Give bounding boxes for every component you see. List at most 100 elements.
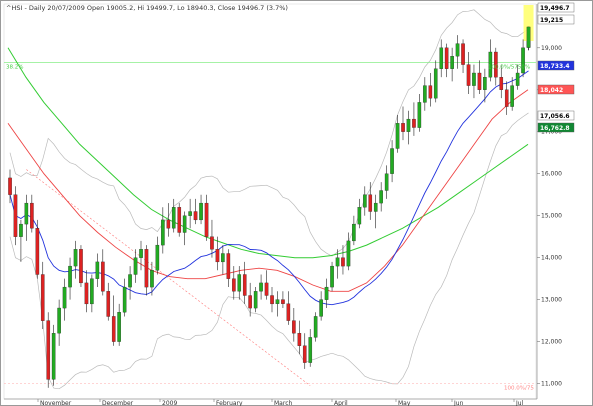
candle-body [150,270,154,288]
price-tag-box [537,122,575,133]
candle-body [171,207,176,229]
candle-body [439,47,444,69]
candle-body [488,51,493,78]
candle-body [221,253,225,263]
candle-body [226,253,231,279]
y-tick-label: 19,000 [541,45,562,52]
fib-label: 100.0%/75 [504,386,534,392]
candle-body [477,72,482,90]
candle-body [117,312,121,342]
candle-body [450,56,454,69]
price-tag-box [537,110,575,121]
candle-body [423,85,427,103]
down-trend-line [26,169,311,386]
candle-body [144,249,149,288]
candle-body [177,207,182,233]
candle-body [30,202,34,229]
candle-body [210,236,214,250]
candle-body [515,72,520,86]
candle-body [232,278,236,292]
candle-body [204,202,209,237]
candle-body [242,274,247,296]
candle-body [161,219,165,246]
candle-body [346,240,351,267]
candle-body [193,211,198,221]
candle-body [155,244,160,271]
chart-header: ^HSI - Daily 20/07/2009 Open 19005.2, Hi… [6,4,288,12]
candle-body [483,77,487,90]
candle-body [57,307,61,334]
x-tick-label: Jun [453,400,464,406]
candle-body [526,26,531,48]
candle-body [40,274,45,321]
candle-body [270,295,274,305]
candle-body [308,337,313,363]
candle-body [199,202,203,221]
price-tags: 19,496.7 19,215 18,733.4 18,042 17,056.6 16,7… [537,2,575,133]
x-axis: November December 2009 February March April Ma… [4,398,537,406]
candle-body [330,265,334,288]
candle-body [133,257,138,275]
y-tick-label: 17,000 [541,129,562,136]
candle-body [73,249,78,267]
candle-body [166,219,171,229]
y-tick-label: 13,000 [541,297,562,304]
candle-body [62,286,67,309]
price-tag-label: 18,733.4 [540,63,570,70]
candle-body [401,123,405,132]
candle-body [281,299,285,304]
candle-body [499,77,504,90]
candle-body [111,316,116,342]
candle-body [335,257,340,267]
candle-body [395,123,400,149]
candles [8,5,534,388]
candle-body [363,194,367,208]
candle-body [417,102,422,128]
upper-band-line [9,9,529,257]
candle-body [521,47,525,74]
candle-body [433,68,438,99]
candle-body [264,282,269,296]
price-tag-box [537,84,575,95]
candle-body [292,320,296,334]
candle-body [428,85,433,99]
candle-body [253,291,258,309]
candle-body [182,215,187,233]
y-tick-label: 12,000 [541,339,562,346]
annotations: 38.2% 100.0%/5750% 100.0%/75 [6,64,534,391]
candle-body [406,118,411,132]
x-tick-label: Jul [515,400,524,406]
x-tick-label: February [216,400,243,406]
candle-body [341,257,345,267]
candle-body [444,47,449,69]
candle-body [248,295,252,309]
candle-body [139,249,143,258]
y-axis: 19,00018,00017,00016,00015,00014,00013,0… [536,4,562,399]
candle-body [466,64,471,86]
candle-body [128,274,132,288]
candle-body [275,299,280,304]
candle-body [79,249,83,284]
candle-body [286,303,291,321]
price-tag-label: 19,215 [540,17,563,24]
candle-body [106,291,111,317]
y-tick-label: 14,000 [541,255,562,262]
x-tick-label: 2009 [162,400,177,406]
candle-body [455,43,460,57]
candle-body [373,202,378,212]
candle-body [313,316,318,338]
price-tag-label: 18,042 [540,87,563,94]
x-tick-label: May [398,400,411,406]
price-tag-box [537,60,575,71]
candle-body [68,265,72,288]
candle-body [461,43,465,65]
candle-body [215,249,220,263]
fib-label: 38.2% [6,64,23,70]
price-tag-box [537,2,575,13]
candle-body [390,148,394,174]
candle-body [504,89,509,107]
candle-body [384,173,389,191]
candle-body [357,207,362,225]
bollinger-bands [9,9,529,390]
